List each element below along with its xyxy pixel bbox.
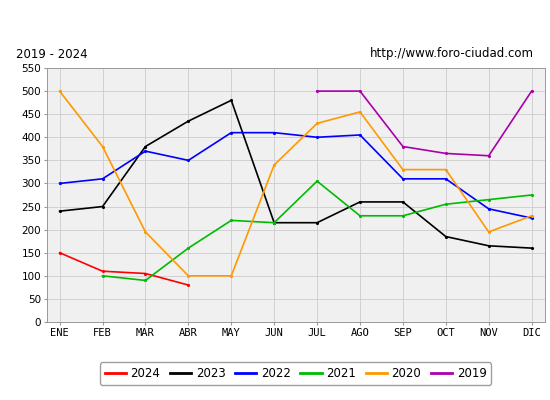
Text: 2019 - 2024: 2019 - 2024 [16, 48, 88, 60]
Text: Evolucion Nº Turistas Nacionales en el municipio de Puigpelat: Evolucion Nº Turistas Nacionales en el m… [39, 14, 511, 28]
Legend: 2024, 2023, 2022, 2021, 2020, 2019: 2024, 2023, 2022, 2021, 2020, 2019 [100, 362, 491, 385]
Text: http://www.foro-ciudad.com: http://www.foro-ciudad.com [370, 48, 534, 60]
